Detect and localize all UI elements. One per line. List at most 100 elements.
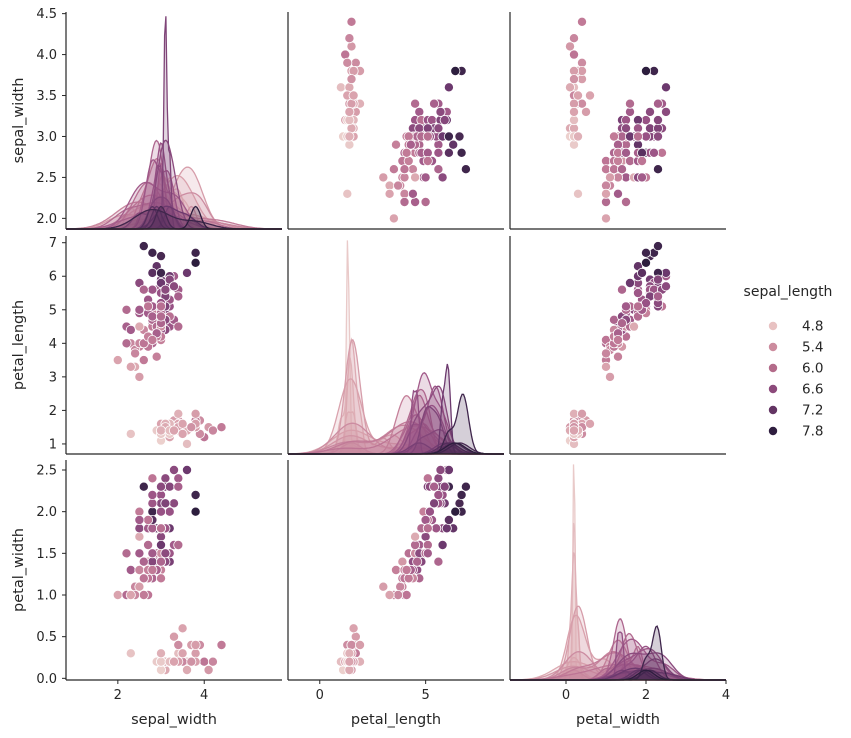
- scatter-point: [155, 311, 166, 322]
- kde-fill: [288, 429, 504, 454]
- scatter-point: [335, 82, 346, 93]
- scatter-point: [342, 188, 353, 199]
- scatter-point: [342, 57, 353, 68]
- legend-entry: 5.4: [768, 340, 823, 356]
- scatter-point: [155, 573, 166, 584]
- scatter-point: [134, 506, 145, 517]
- scatter-point: [168, 464, 179, 475]
- scatter-point: [173, 540, 184, 551]
- scatter-point: [190, 506, 201, 517]
- scatter-point: [433, 556, 444, 567]
- kde-fill: [288, 386, 504, 454]
- legend-entry: 4.8: [768, 319, 823, 335]
- scatter-point: [625, 98, 636, 109]
- panel-petal_length-vs-sepal_width: [112, 241, 227, 449]
- legend-label: 7.2: [802, 403, 823, 419]
- scatter-point: [605, 371, 616, 382]
- scatter-point: [134, 371, 145, 382]
- scatter-point: [653, 98, 664, 109]
- legend-marker: [768, 341, 779, 352]
- scatter-point: [653, 115, 664, 126]
- scatter-point: [661, 281, 672, 292]
- scatter-point: [190, 640, 201, 651]
- scatter-point: [160, 284, 171, 295]
- scatter-point: [147, 548, 158, 559]
- y-tick-label: 3.0: [36, 130, 57, 145]
- scatter-point: [190, 648, 201, 659]
- scatter-point: [134, 581, 145, 592]
- scatter-point: [181, 438, 192, 449]
- y-tick-label: 2.0: [36, 212, 57, 227]
- y-axis-label-petal_width: petal_width: [11, 528, 27, 612]
- scatter-point: [348, 90, 359, 101]
- scatter-point: [633, 131, 644, 142]
- scatter-point: [346, 640, 357, 651]
- scatter-point: [344, 131, 355, 142]
- x-tick-label: 0: [316, 688, 324, 703]
- scatter-point: [143, 515, 154, 526]
- kde-fill: [510, 670, 726, 680]
- y-tick-label: 2: [49, 404, 57, 419]
- scatter-point: [621, 196, 632, 207]
- scatter-point: [216, 422, 227, 433]
- scatter-point: [147, 334, 158, 345]
- kde-fill: [288, 339, 504, 454]
- scatter-point: [443, 515, 454, 526]
- scatter-point: [641, 247, 652, 258]
- scatter-point: [121, 304, 132, 315]
- scatter-point: [207, 425, 218, 436]
- scatter-point: [155, 425, 166, 436]
- scatter-point: [410, 98, 421, 109]
- scatter-point: [155, 481, 166, 492]
- panel-petal_length-vs-petal_width: [565, 241, 672, 449]
- scatter-point: [344, 665, 355, 676]
- scatter-point: [437, 172, 448, 183]
- kde-fill: [288, 421, 504, 454]
- scatter-point: [613, 334, 624, 345]
- legend-entry: 7.2: [768, 403, 823, 419]
- scatter-point: [435, 106, 446, 117]
- scatter-point: [344, 33, 355, 44]
- scatter-point: [661, 106, 672, 117]
- scatter-point: [155, 251, 166, 262]
- scatter-point: [168, 498, 179, 509]
- scatter-point: [456, 489, 467, 500]
- scatter-point: [155, 506, 166, 517]
- kde-fill: [510, 639, 726, 680]
- scatter-point: [138, 573, 149, 584]
- scatter-point: [112, 355, 123, 366]
- scatter-point: [340, 49, 351, 60]
- y-tick-label: 0.5: [36, 630, 57, 645]
- legend-entry: 6.6: [768, 382, 823, 398]
- scatter-point: [617, 318, 628, 329]
- x-axis-label-petal_length: petal_length: [351, 712, 441, 728]
- scatter-point: [433, 123, 444, 134]
- legend-label: 6.0: [802, 361, 823, 377]
- y-tick-label: 5: [49, 303, 57, 318]
- scatter-point: [121, 338, 132, 349]
- scatter-point: [378, 172, 389, 183]
- scatter-point: [344, 656, 355, 667]
- kde-fill: [288, 394, 504, 454]
- scatter-point: [401, 590, 412, 601]
- scatter-point: [645, 106, 656, 117]
- x-tick-label: 5: [421, 688, 429, 703]
- scatter-point: [653, 274, 664, 285]
- scatter-point: [177, 428, 188, 439]
- scatter-point: [433, 473, 444, 484]
- kde-fill: [510, 666, 726, 680]
- scatter-point: [155, 523, 166, 534]
- scatter-point: [395, 581, 406, 592]
- kde-fill: [288, 443, 504, 454]
- scatter-point: [422, 523, 433, 534]
- scatter-point: [412, 556, 423, 567]
- scatter-point: [448, 139, 459, 150]
- scatter-point: [433, 164, 444, 175]
- scatter-point: [422, 155, 433, 166]
- scatter-point: [346, 41, 357, 52]
- scatter-point: [147, 556, 158, 567]
- scatter-point: [181, 464, 192, 475]
- kde-fill: [66, 167, 282, 229]
- scatter-point: [422, 540, 433, 551]
